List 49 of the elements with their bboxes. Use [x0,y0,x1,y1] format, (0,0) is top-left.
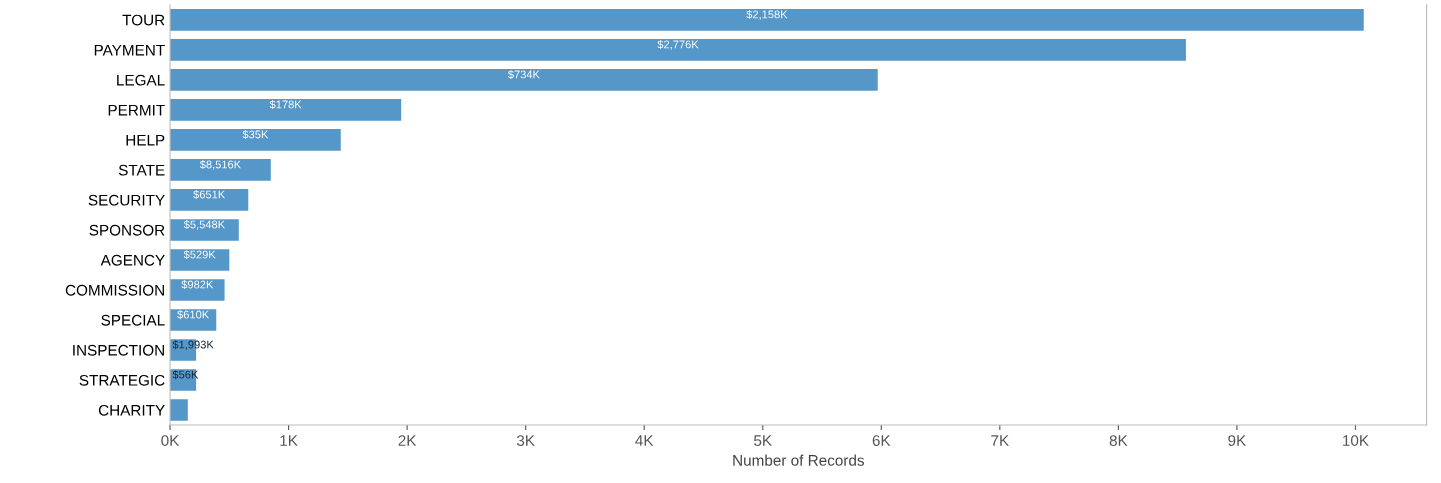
annotation: $5,548K [183,220,225,230]
annotation: $610K [177,310,210,320]
y-tick-label: AGENCY [100,254,165,266]
annotation: $734K [507,70,540,80]
bar [170,399,188,421]
y-tick-label: SECURITY [88,194,165,206]
bar [170,189,249,211]
bar [170,219,239,241]
x-tick-label: 4K [635,435,654,446]
y-tick-label: LEGAL [117,74,165,86]
bar [170,129,341,151]
x-tick-label: 6K [872,435,891,446]
y-tick-label: PAYMENT [94,44,165,56]
y-tick-label: COMMISSION [65,284,164,296]
y-tick-label: CHARITY [98,404,165,416]
annotation: $35K [242,130,269,140]
x-axis-title: Number of Records [733,454,864,466]
bar [170,69,878,91]
y-tick-label: SPONSOR [89,224,165,236]
annotation: $529K [183,250,216,260]
y-tick-label: STRATEGIC [79,374,165,386]
bar [170,159,271,181]
y-tick-label: STATE [118,164,165,176]
bar [170,39,1186,61]
y-tick-label: TOUR [122,14,165,26]
annotation: $178K [269,100,302,110]
x-tick-label: 10K [1343,435,1369,446]
x-tick-label: 1K [280,435,298,446]
x-tick-label: 7K [991,435,1010,446]
y-tick-label: HELP [126,134,165,146]
bar [170,279,225,301]
x-tick-label: 2K [398,435,417,446]
x-tick-label: 8K [1109,435,1128,446]
x-tick-label: 9K [1228,435,1247,446]
annotation: $982K [181,280,214,290]
bar [170,9,1364,31]
x-tick-label: 0K [161,435,180,446]
y-tick-label: INSPECTION [73,344,164,356]
x-tick-label: 3K [516,435,535,446]
bar [170,309,217,331]
y-tick-label: SPECIAL [101,314,165,326]
bar [170,99,402,121]
bar [170,249,230,271]
annotation: $8,516K [199,160,241,170]
annotation: $2,776K [657,40,699,50]
annotation: $651K [193,190,226,200]
y-tick-label: PERMIT [108,104,165,116]
annotation: $2,158K [746,9,788,20]
x-tick-label: 5K [754,435,772,446]
